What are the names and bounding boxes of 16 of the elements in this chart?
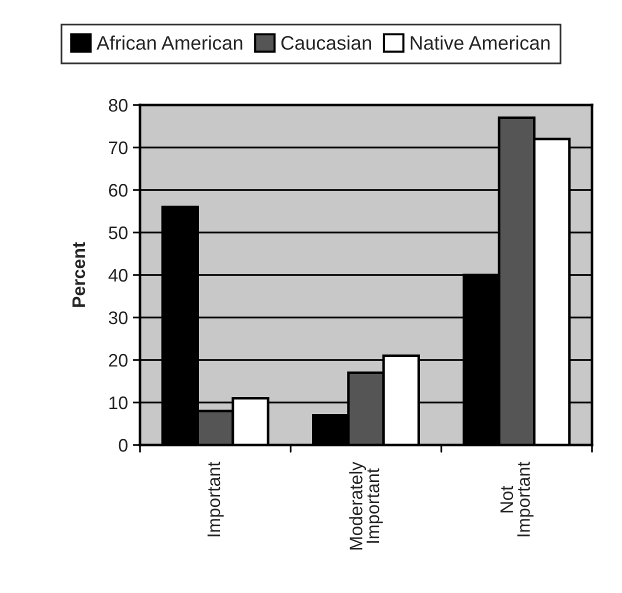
x-tick-label: Not Important bbox=[500, 462, 534, 536]
x-tick-label: Important bbox=[208, 462, 224, 536]
legend-label: Native American bbox=[410, 36, 550, 50]
y-tick-label: 60 bbox=[109, 184, 128, 197]
legend-label: African American bbox=[96, 36, 242, 50]
y-tick-label: 20 bbox=[109, 354, 128, 367]
y-tick-label: 50 bbox=[108, 226, 128, 240]
legend-label: Caucasian bbox=[281, 36, 372, 50]
y-tick-label: 70 bbox=[109, 141, 128, 154]
x-tick-label: Moderately Important bbox=[349, 462, 383, 550]
y-tick-label: 30 bbox=[108, 311, 128, 324]
y-tick-label: 40 bbox=[108, 268, 128, 282]
y-tick-label: 0 bbox=[118, 438, 128, 452]
y-tick-label: 10 bbox=[109, 396, 128, 410]
y-tick-label: 80 bbox=[108, 98, 128, 112]
y-axis-title: Percent bbox=[72, 242, 86, 307]
